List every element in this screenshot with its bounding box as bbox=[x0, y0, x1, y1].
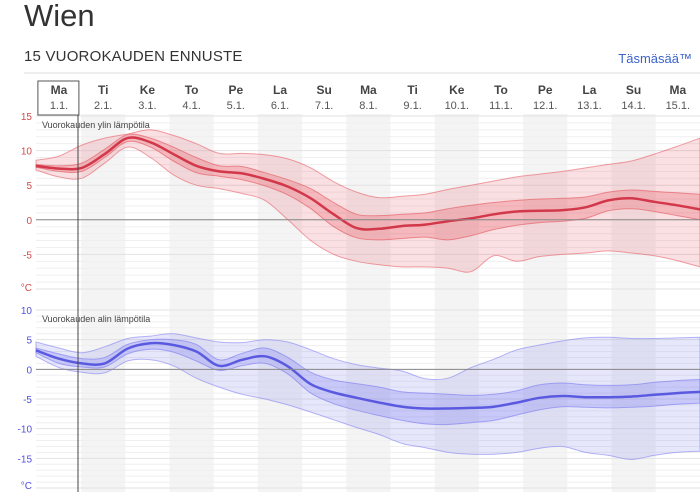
y-tick-label: 10 bbox=[21, 147, 33, 158]
day-label[interactable]: Ma bbox=[360, 83, 377, 97]
day-label[interactable]: Pe bbox=[538, 83, 553, 97]
y-tick-label: 10 bbox=[21, 306, 33, 317]
unit-label: °C bbox=[21, 283, 32, 294]
y-tick-label: 5 bbox=[26, 181, 32, 192]
y-tick-label: 0 bbox=[26, 365, 32, 376]
day-label[interactable]: Su bbox=[626, 83, 641, 97]
y-tick-label: -5 bbox=[23, 250, 32, 261]
panel-title: Vuorokauden ylin lämpötila bbox=[42, 120, 150, 130]
inner-range-band bbox=[35, 338, 700, 426]
y-tick-label: -5 bbox=[23, 395, 32, 406]
selected-day-box bbox=[37, 80, 80, 116]
panel-title: Vuorokauden alin lämpötila bbox=[42, 314, 150, 324]
day-label[interactable]: Pe bbox=[228, 83, 243, 97]
unit-label: °C bbox=[21, 481, 32, 492]
date-label[interactable]: 10.1. bbox=[445, 100, 469, 112]
day-label[interactable]: To bbox=[185, 83, 199, 97]
day-label[interactable]: Su bbox=[317, 83, 332, 97]
day-label[interactable]: Ma bbox=[51, 83, 68, 97]
date-label[interactable]: 2.1. bbox=[94, 100, 112, 112]
city-title: Wien bbox=[24, 0, 95, 33]
y-tick-label: 0 bbox=[26, 216, 32, 227]
median-line bbox=[35, 341, 700, 410]
chart-axes bbox=[36, 80, 700, 492]
date-label[interactable]: 9.1. bbox=[403, 100, 421, 112]
date-label[interactable]: 12.1. bbox=[533, 100, 557, 112]
date-label[interactable]: 4.1. bbox=[182, 100, 200, 112]
day-label[interactable]: To bbox=[494, 83, 508, 97]
y-tick-label: -15 bbox=[18, 454, 33, 465]
date-label[interactable]: 13.1. bbox=[577, 100, 601, 112]
day-label[interactable]: La bbox=[273, 83, 287, 97]
date-label[interactable]: 15.1. bbox=[666, 100, 690, 112]
day-label[interactable]: Ti bbox=[98, 83, 108, 97]
day-label[interactable]: Ke bbox=[140, 83, 156, 97]
date-label[interactable]: 7.1. bbox=[315, 100, 333, 112]
day-label[interactable]: Ma bbox=[669, 83, 686, 97]
date-label[interactable]: 5.1. bbox=[227, 100, 245, 112]
median-line bbox=[35, 136, 700, 231]
forecast-subtitle: 15 VUOROKAUDEN ENNUSTE bbox=[24, 48, 243, 65]
date-label[interactable]: 1.1. bbox=[50, 100, 68, 112]
y-tick-label: 5 bbox=[26, 336, 32, 347]
y-tick-label: -10 bbox=[18, 425, 33, 436]
chart-labels: Ma 1.1. Ti 2.1. Ke 3.1. To 4.1. Pe 5.1. La 6.1. Su 7.… bbox=[18, 83, 690, 492]
inner-range-band bbox=[35, 133, 700, 241]
date-label[interactable]: 6.1. bbox=[271, 100, 289, 112]
day-label[interactable]: Ke bbox=[449, 83, 465, 97]
date-label[interactable]: 14.1. bbox=[621, 100, 645, 112]
date-label[interactable]: 3.1. bbox=[138, 100, 156, 112]
date-label[interactable]: 8.1. bbox=[359, 100, 377, 112]
day-label[interactable]: La bbox=[582, 83, 596, 97]
accuracy-link[interactable]: Täsmäsää™ bbox=[618, 51, 692, 66]
date-label[interactable]: 11.1. bbox=[489, 100, 513, 112]
y-tick-label: 15 bbox=[21, 112, 33, 123]
chart-bands bbox=[35, 129, 700, 461]
outer-range-band bbox=[35, 129, 700, 273]
day-label[interactable]: Ti bbox=[407, 83, 417, 97]
outer-range-band bbox=[35, 333, 700, 461]
